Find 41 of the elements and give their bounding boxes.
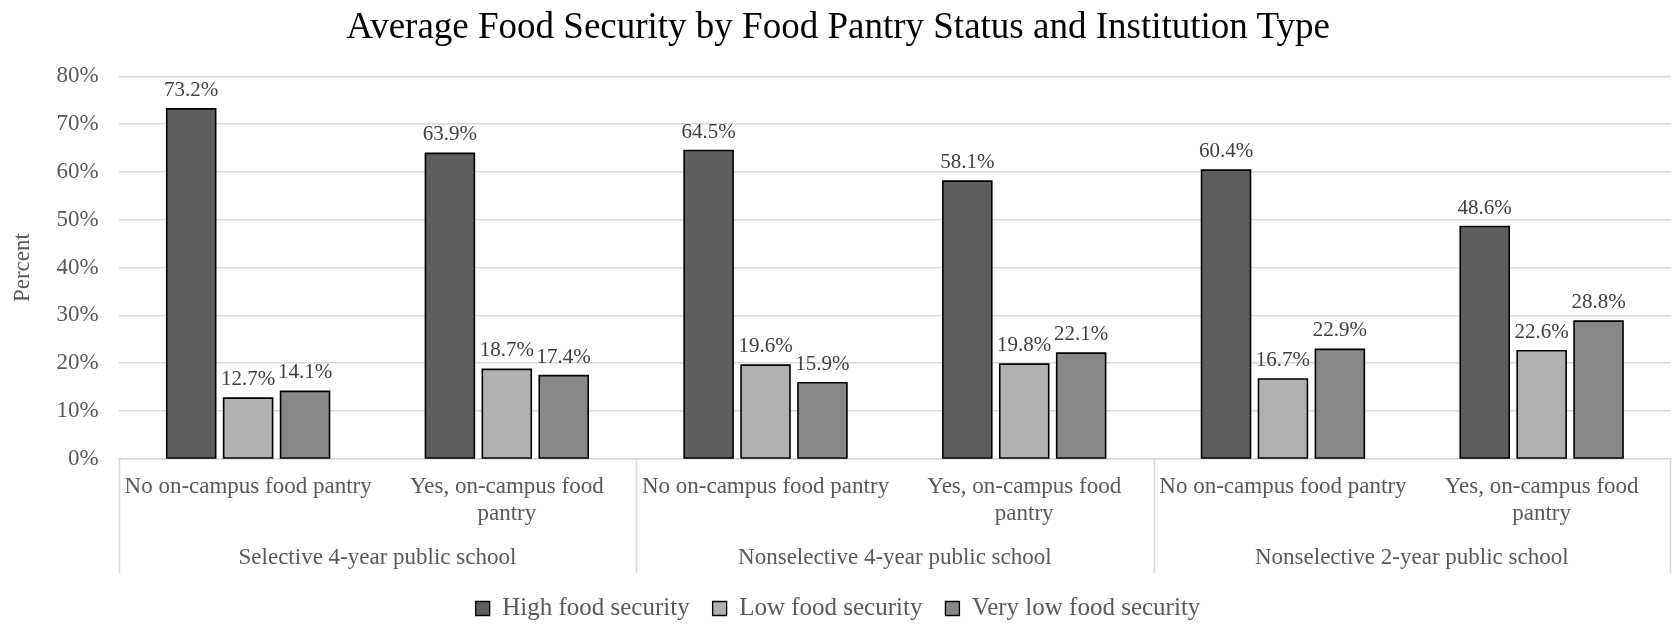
data-label: 17.4%: [536, 343, 591, 368]
y-tick-label: 0%: [68, 444, 99, 470]
data-label: 22.6%: [1514, 318, 1569, 343]
legend-label: Low food security: [739, 593, 923, 621]
x-tick-label: No on-campus food pantry: [124, 472, 373, 498]
y-axis-title: Percent: [8, 232, 34, 303]
data-label: 64.5%: [681, 118, 736, 143]
legend-label: High food security: [502, 593, 691, 621]
y-tick-label: 80%: [56, 62, 99, 88]
data-label: 15.9%: [795, 350, 850, 375]
y-tick-label: 20%: [56, 349, 99, 375]
data-label: 18.7%: [479, 337, 534, 362]
data-label: 28.8%: [1571, 289, 1626, 314]
text: Nonselective 2-year public school: [1255, 544, 1569, 570]
y-tick-label: 10%: [56, 397, 99, 423]
y-tick-label: 50%: [56, 205, 99, 231]
data-label: 19.8%: [997, 332, 1052, 357]
x-tick-label: No on-campus food pantry: [1159, 472, 1408, 498]
y-tick-label: 40%: [56, 253, 99, 279]
data-label: 73.2%: [164, 76, 219, 101]
data-label: 19.6%: [738, 333, 793, 358]
y-tick-label: 30%: [56, 301, 99, 327]
x-tick-label: No on-campus food pantry: [641, 472, 890, 498]
data-label: 63.9%: [422, 121, 478, 146]
data-label: 22.1%: [1054, 321, 1109, 346]
data-label: 48.6%: [1457, 194, 1512, 219]
x-tick-label: Yes, on-campus food pantry: [927, 472, 1122, 526]
data-label: 22.9%: [1312, 317, 1367, 342]
y-tick-label: 60%: [56, 158, 99, 184]
data-label: 12.7%: [220, 366, 276, 391]
data-label: 14.1%: [277, 359, 333, 384]
chart-title: Average Food Security by Food Pantry Status and Institution Type: [346, 4, 1330, 46]
text: Nonselective 4-year public school: [738, 544, 1052, 570]
text: Selective 4-year public school: [238, 544, 517, 570]
data-label: 16.7%: [1255, 346, 1311, 371]
x-tick-label: Yes, on-campus food pantry: [1444, 472, 1640, 526]
y-tick-label: 70%: [56, 110, 99, 136]
x-tick-label: Yes, on-campus food pantry: [409, 472, 605, 526]
legend-label: Very low food security: [971, 593, 1201, 621]
data-label: 58.1%: [940, 149, 995, 174]
data-label: 60.4%: [1198, 138, 1254, 163]
